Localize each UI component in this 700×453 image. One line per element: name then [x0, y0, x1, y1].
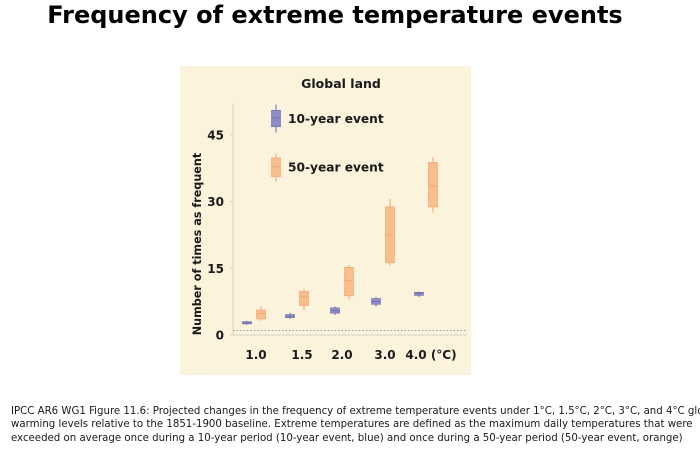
box-ten-year-4	[414, 291, 424, 298]
box-ten-year-1	[285, 312, 295, 319]
y-tick-label-45: 45	[207, 128, 224, 142]
legend-glyph-1-box	[271, 157, 281, 177]
y-tick-label-15: 15	[207, 262, 224, 276]
chart-title: Global land	[301, 76, 381, 91]
chart-svg: Global land Number of times as frequent …	[191, 76, 467, 362]
box-ten-year-2	[330, 306, 340, 315]
x-tick-label-2: 2.0	[331, 348, 352, 362]
caption-line-3: exceeded on average once during a 10-yea…	[11, 432, 683, 444]
box-fifty-year-2	[344, 264, 354, 300]
x-tick-label-1: 1.5	[291, 348, 312, 362]
box-fifty-year-4	[428, 157, 438, 213]
box-fifty-year-3	[385, 198, 395, 266]
box-fifty-year-0	[256, 306, 266, 321]
legend-label-0: 10-year event	[288, 112, 384, 126]
y-tick-label-30: 30	[207, 195, 224, 209]
page-title: Frequency of extreme temperature events	[47, 1, 623, 29]
x-tick-label-3: 3.0	[374, 348, 395, 362]
y-axis-label: Number of times as frequent	[191, 152, 204, 335]
legend-glyph-1	[271, 153, 281, 182]
box-fifty-year-0-box	[256, 309, 266, 320]
box-fifty-year-1-box	[299, 291, 309, 306]
figure-caption: IPCC AR6 WG1 Figure 11.6: Projected chan…	[11, 405, 700, 445]
caption-line-1: IPCC AR6 WG1 Figure 11.6: Projected chan…	[11, 406, 700, 417]
axes: 0 15 30 45 1.0 1.5 2.0 3.0 4.0 (°C)	[207, 103, 467, 362]
caption-line-2: warming levels relative to the 1851-1900…	[11, 419, 693, 431]
box-fifty-year-4-box	[428, 162, 438, 208]
legend-glyph-0-box	[271, 109, 281, 128]
box-fifty-year-1	[299, 288, 309, 311]
box-plots	[242, 157, 438, 325]
box-ten-year-3	[371, 296, 381, 307]
chart-panel: Global land Number of times as frequent …	[180, 66, 471, 375]
x-tick-label-0: 1.0	[245, 348, 266, 362]
box-fifty-year-2-box	[344, 267, 354, 297]
legend: 10-year event 50-year event	[271, 104, 384, 182]
x-tick-label-4: 4.0 (°C)	[405, 348, 456, 362]
y-tick-label-0: 0	[216, 329, 224, 343]
box-ten-year-0	[242, 320, 252, 325]
legend-glyph-0	[271, 104, 281, 133]
legend-label-1: 50-year event	[288, 161, 384, 175]
